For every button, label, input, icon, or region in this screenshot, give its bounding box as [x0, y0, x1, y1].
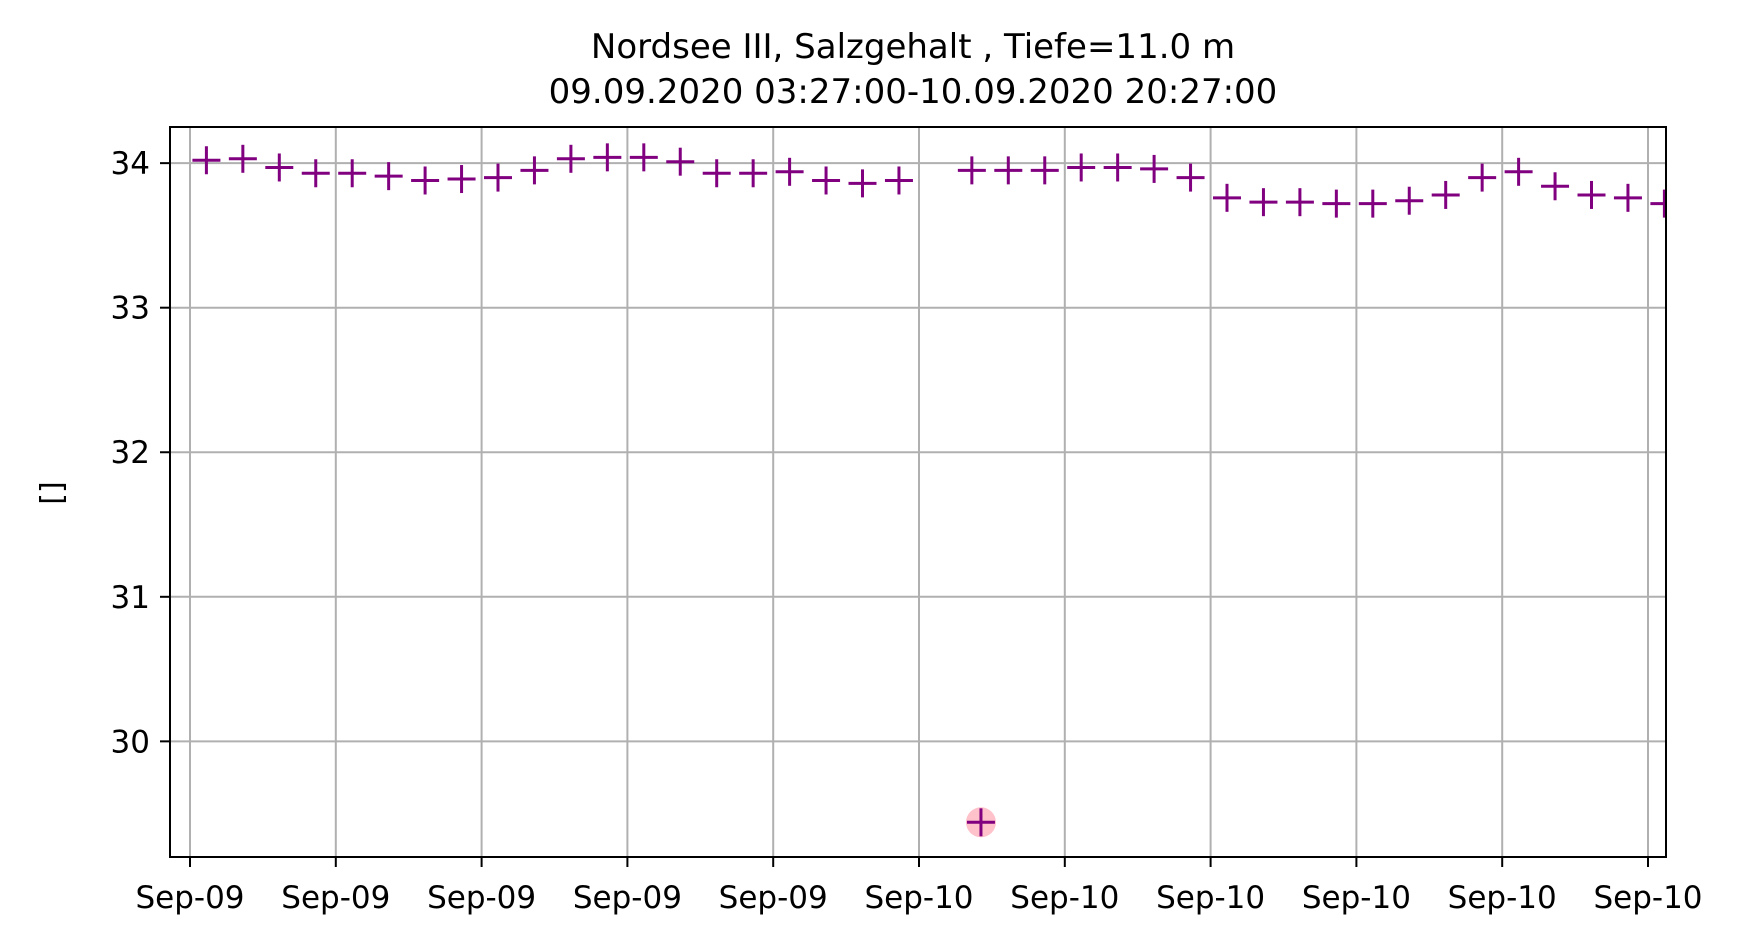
- data-point: [447, 165, 476, 194]
- y-tick-label: 32: [111, 435, 150, 471]
- data-point: [1395, 186, 1424, 215]
- data-point: [702, 159, 731, 188]
- data-markers: [192, 143, 1715, 838]
- y-tick-label: 30: [111, 724, 150, 760]
- grid: [170, 127, 1666, 857]
- plot-frame: [169, 126, 1667, 858]
- data-point: [812, 166, 841, 195]
- data-point: [374, 162, 403, 191]
- x-tick-label: Sep-10: [1156, 880, 1265, 916]
- data-point: [1687, 195, 1715, 223]
- y-tick-label: 33: [111, 291, 150, 327]
- data-point: [338, 159, 367, 188]
- data-point: [411, 166, 440, 195]
- data-point: [1613, 183, 1642, 212]
- chart-subtitle: 09.09.2020 03:27:00-10.09.2020 20:27:00: [549, 72, 1278, 112]
- data-point: [994, 156, 1023, 185]
- data-point: [629, 143, 658, 172]
- data-point: [1650, 189, 1666, 218]
- data-point: [1067, 153, 1096, 182]
- outlier-point: [966, 808, 995, 837]
- x-tick-label: Sep-10: [1010, 880, 1119, 916]
- data-point: [1431, 180, 1460, 209]
- x-tick-label: Sep-09: [573, 880, 682, 916]
- x-tick-label: Sep-10: [1448, 880, 1557, 916]
- data-point: [520, 156, 549, 185]
- x-tick-label: Sep-10: [1593, 880, 1702, 916]
- data-point: [1577, 180, 1606, 209]
- data-point: [1504, 157, 1533, 186]
- data-point: [1541, 172, 1570, 201]
- data-point: [228, 144, 257, 173]
- data-point: [1176, 163, 1205, 192]
- data-point: [484, 163, 513, 192]
- data-point: [301, 159, 330, 188]
- data-point: [1468, 163, 1497, 192]
- data-point: [1030, 156, 1059, 185]
- x-tick-label: Sep-10: [1302, 880, 1411, 916]
- ticks: Sep-09 Sep-09 Sep-09 Sep-09 Sep-09 Sep-10 Sep-…: [111, 146, 1703, 916]
- data-point: [265, 153, 294, 182]
- data-point: [957, 156, 986, 185]
- x-tick-label: Sep-09: [281, 880, 390, 916]
- data-point: [1103, 153, 1132, 182]
- data-point: [1322, 189, 1351, 218]
- data-point: [593, 143, 622, 172]
- data-point: [848, 169, 877, 198]
- data-point: [1140, 154, 1169, 183]
- data-point: [1358, 189, 1387, 218]
- x-tick-label: Sep-09: [719, 880, 828, 916]
- chart-title: Nordsee III, Salzgehalt , Tiefe=11.0 m: [591, 27, 1235, 67]
- data-point: [775, 157, 804, 186]
- x-tick-label: Sep-09: [427, 880, 536, 916]
- data-point: [666, 147, 695, 176]
- data-point: [1249, 188, 1278, 217]
- data-point: [192, 146, 221, 175]
- data-point: [1213, 183, 1242, 212]
- x-tick-label: Sep-10: [864, 880, 973, 916]
- y-tick-label: 34: [111, 146, 150, 182]
- x-tick-label: Sep-09: [135, 880, 244, 916]
- data-point: [1285, 188, 1314, 217]
- data-point: [739, 159, 768, 188]
- y-tick-label: 31: [111, 580, 150, 616]
- data-point: [884, 166, 913, 195]
- y-axis-label: []: [35, 481, 70, 504]
- data-point: [556, 144, 585, 173]
